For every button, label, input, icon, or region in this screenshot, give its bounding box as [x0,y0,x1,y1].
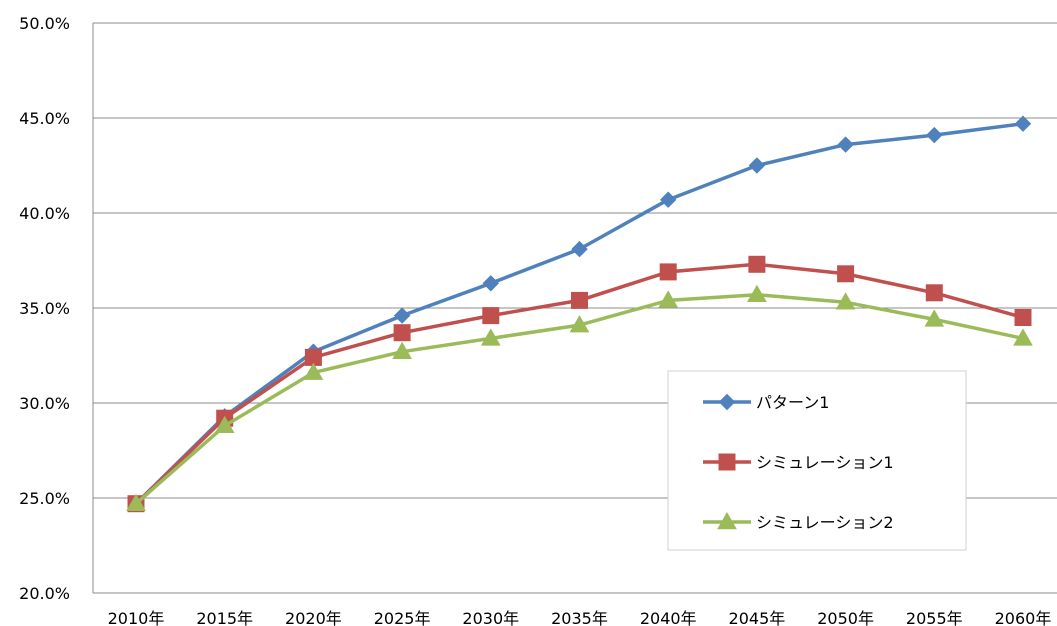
y-tick-label-6: 50.0% [19,14,70,33]
point-0-3 [393,307,411,324]
legend-marker-1 [718,453,736,471]
point-2-0 [126,493,146,511]
point-0-5 [571,240,588,258]
x-tick-label-10: 2060年 [995,609,1052,626]
tick-labels: 20.0% 25.0% 30.0% 35.0% 40.0% 45.0% 50.0% 2010年… [19,14,1051,626]
point-0-4 [482,275,500,292]
point-1-6 [659,263,677,281]
x-tick-label-5: 2035年 [551,609,608,626]
x-tick-label-4: 2030年 [462,609,519,626]
axes [92,23,1057,594]
x-tick-label-0: 2010年 [108,609,165,626]
point-1-10 [1014,309,1032,326]
point-1-8 [837,265,855,283]
point-1-7 [748,255,766,273]
point-2-10 [1013,328,1033,346]
point-1-5 [571,291,588,309]
point-2-4 [480,328,501,346]
point-2-3 [392,341,412,359]
y-tick-label-5: 45.0% [19,109,70,128]
x-tick-label-6: 2040年 [640,609,697,626]
point-0-8 [837,136,854,153]
point-1-4 [482,307,500,325]
point-2-2 [303,362,324,380]
x-tick-label-1: 2015年 [196,609,253,626]
y-tick-label-3: 35.0% [19,299,70,318]
legend-marker-0 [718,393,736,411]
point-1-9 [925,284,943,302]
legend: パターン1 シミュレーション1 シミュレーション2 [667,370,967,551]
legend-label-0: パターン1 [756,393,829,412]
point-2-8 [835,292,856,310]
legend-label-2: シミュレーション2 [756,513,894,532]
y-tick-label-2: 30.0% [19,394,70,413]
point-2-1 [214,415,235,434]
point-2-6 [658,290,679,308]
x-tick-label-8: 2050年 [817,609,874,626]
point-2-5 [569,315,590,333]
series-2 [126,284,1033,511]
point-0-9 [926,126,943,144]
y-tick-label-0: 20.0% [19,584,70,603]
point-0-10 [1014,115,1032,132]
point-2-7 [747,284,767,302]
point-0-6 [659,191,677,208]
y-tick-label-1: 25.0% [19,489,70,508]
x-tick-label-7: 2045年 [729,609,786,626]
x-tick-label-9: 2055年 [906,609,963,626]
legend-marker-2 [717,511,737,530]
point-2-9 [924,309,945,327]
series-lines [126,115,1033,513]
point-0-7 [748,157,766,174]
x-tick-label-2: 2020年 [285,609,342,626]
y-tick-label-4: 40.0% [19,204,70,223]
legend-label-1: シミュレーション1 [756,453,894,472]
x-tick-label-3: 2025年 [374,609,431,626]
point-1-3 [393,324,411,342]
